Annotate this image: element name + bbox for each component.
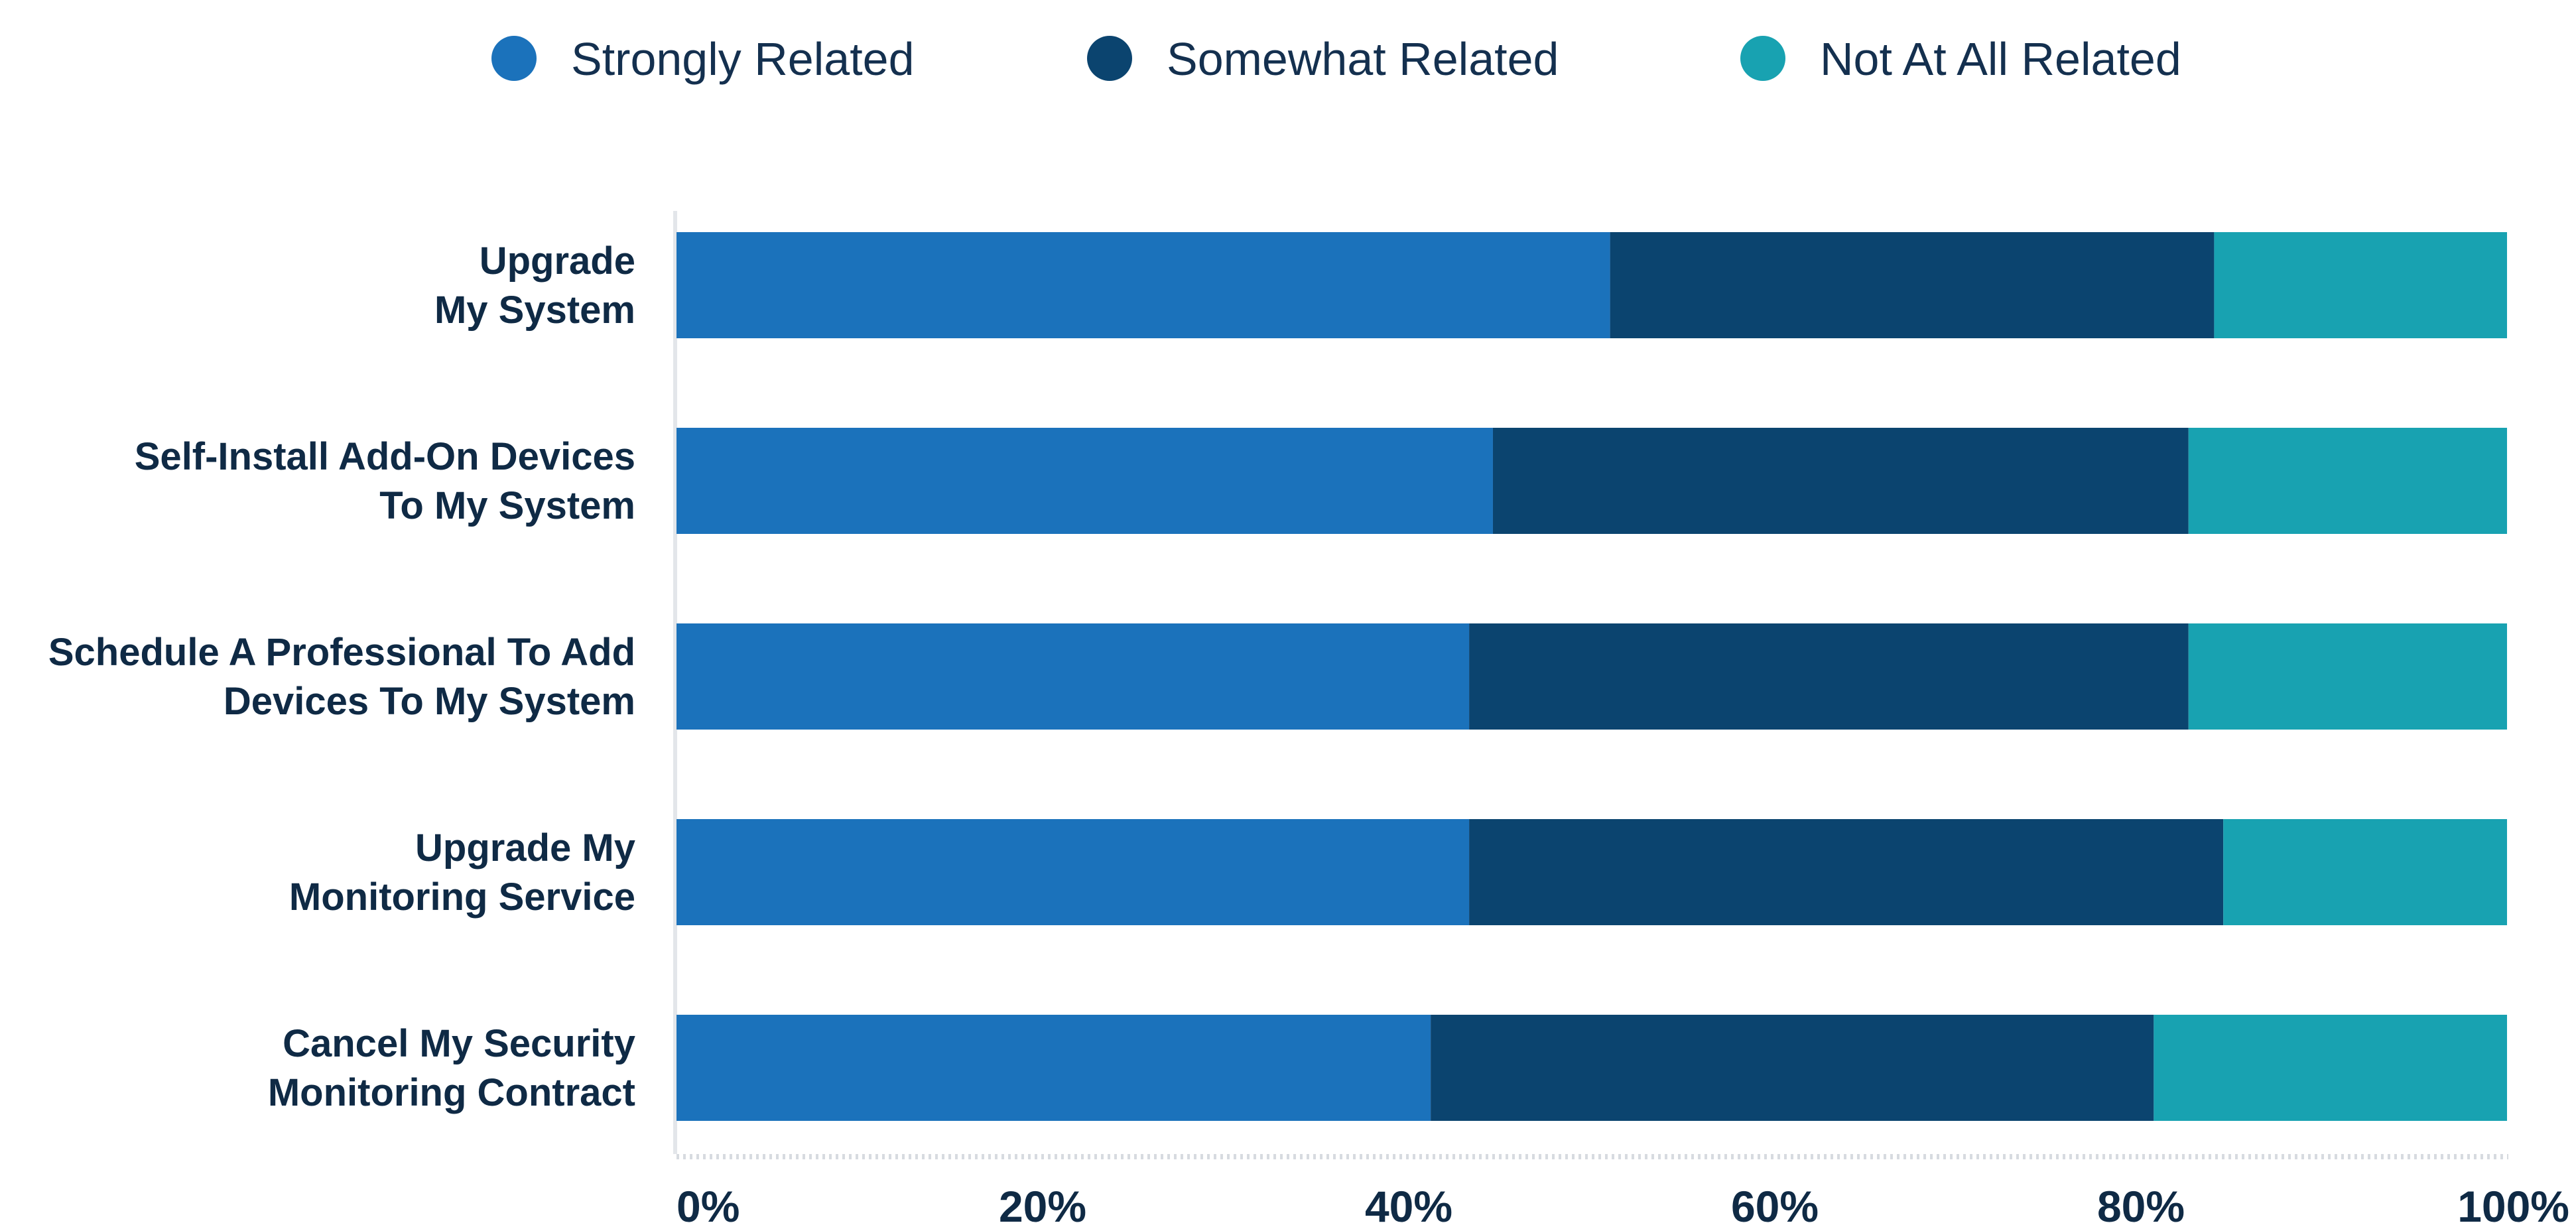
bar-segment [1431,1015,2154,1121]
bar-segment [676,428,1493,534]
category-label-line: To My System [379,484,635,527]
legend-swatch [1740,36,1785,81]
category-label-line: Self-Install Add-On Devices [135,435,635,478]
bars-group [676,232,2507,1121]
legend-item: Somewhat Related [1087,33,1559,85]
legend-label: Strongly Related [571,33,915,85]
bar-segment [676,623,1470,730]
x-tick-label: 40% [1365,1182,1452,1225]
bar-segment [1610,232,2215,338]
legend: Strongly Related Somewhat Related Not At A… [491,33,2181,85]
x-tick-label: 20% [999,1182,1086,1225]
category-label-line: My System [434,289,635,332]
legend-label: Not At All Related [1820,33,2181,85]
bar-segment [1469,623,2189,730]
bar-segment [2223,819,2507,925]
bar-segment [676,1015,1431,1121]
category-label: Schedule A Professional To Add Devices To… [48,631,635,723]
legend-label: Somewhat Related [1167,33,1559,85]
category-label-line: Upgrade [480,239,635,283]
bar-segment [2154,1015,2507,1121]
legend-item: Strongly Related [491,33,915,85]
bar-segment [2188,428,2507,534]
legend-swatch [1087,36,1132,81]
category-label-line: Devices To My System [224,680,635,723]
legend-item: Not At All Related [1740,33,2181,85]
x-tick-label: 100% [2457,1182,2569,1225]
x-axis-tick-labels: 0% 20% 40% 60% 80% 100% [676,1182,2569,1225]
category-label-line: Monitoring Contract [268,1071,635,1114]
category-label-line: Schedule A Professional To Add [48,631,635,674]
category-label-line: Monitoring Service [289,875,635,919]
bar-segment [676,232,1610,338]
category-label: Upgrade My Monitoring Service [289,826,635,919]
category-label: Self-Install Add-On Devices To My System [135,435,635,527]
x-tick-label: 0% [676,1182,740,1225]
x-tick-label: 60% [1731,1182,1819,1225]
bar-segment [676,819,1470,925]
bar-segment [2214,232,2507,338]
bar-segment [2188,623,2507,730]
category-label-line: Cancel My Security [283,1022,635,1065]
category-label: Upgrade My System [434,239,635,332]
category-labels: Upgrade My System Self-Install Add-On Devi… [48,239,635,1114]
category-label: Cancel My Security Monitoring Contract [268,1022,635,1114]
bar-segment [1492,428,2189,534]
legend-swatch [491,36,537,81]
bar-segment [1469,819,2224,925]
x-tick-label: 80% [2097,1182,2185,1225]
category-label-line: Upgrade My [415,826,635,870]
